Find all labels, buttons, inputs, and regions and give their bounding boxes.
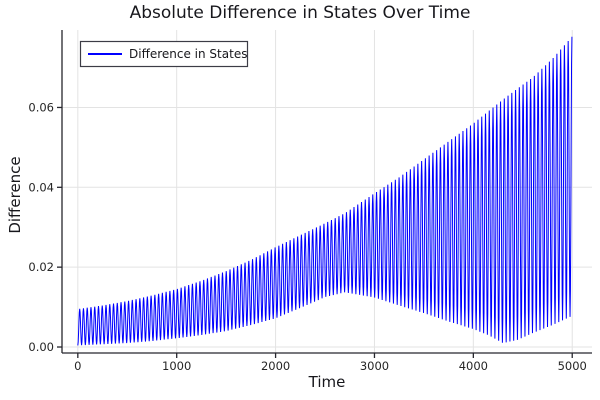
x-tick-label: 5000 <box>558 359 587 373</box>
y-axis-label: Difference <box>6 156 24 234</box>
chart-title: Absolute Difference in States Over Time <box>129 3 471 23</box>
x-tick-label: 1000 <box>162 359 191 373</box>
y-tick-label: 0.00 <box>28 340 54 354</box>
difference-series-line <box>77 36 573 346</box>
y-tick-label: 0.02 <box>28 260 54 274</box>
y-tick-label: 0.04 <box>28 180 54 194</box>
x-tick-label: 4000 <box>459 359 488 373</box>
x-tick-label: 2000 <box>261 359 290 373</box>
x-axis-label: Time <box>308 373 346 391</box>
x-tick-label: 3000 <box>360 359 389 373</box>
y-tick-label: 0.06 <box>28 100 54 114</box>
x-tick-label: 0 <box>74 359 81 373</box>
legend-label: Difference in States <box>129 47 247 61</box>
